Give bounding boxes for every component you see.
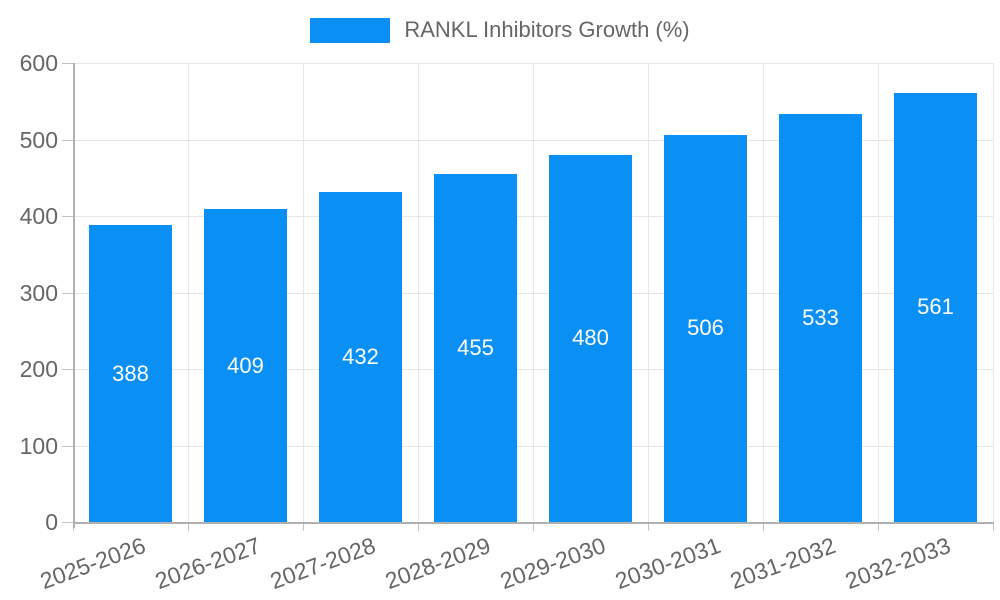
- x-axis-tick-label: 2032-2033: [841, 532, 954, 595]
- x-axis-tick-label: 2031-2032: [726, 532, 839, 595]
- x-gridline: [763, 63, 764, 522]
- y-axis-tick-label: 300: [19, 279, 58, 306]
- y-tick-mark: [62, 139, 73, 141]
- bar-2030-2031[interactable]: 506: [664, 134, 747, 522]
- bar-value-label: 409: [227, 352, 264, 378]
- x-tick-mark: [533, 522, 534, 531]
- y-tick-mark: [62, 63, 73, 64]
- bar-2025-2026[interactable]: 388: [89, 225, 172, 522]
- chart-legend[interactable]: RANKL Inhibitors Growth (%): [0, 17, 1000, 43]
- x-axis-tick-label: 2025-2026: [36, 532, 149, 595]
- y-axis-tick-label: 100: [19, 432, 58, 459]
- bar-2027-2028[interactable]: 432: [319, 191, 402, 522]
- x-axis-tick-label: 2029-2030: [496, 532, 609, 595]
- y-tick-mark: [62, 445, 73, 447]
- x-tick-mark: [763, 522, 764, 531]
- y-axis-tick-label: 400: [19, 203, 58, 229]
- bar-2031-2032[interactable]: 533: [779, 114, 862, 522]
- x-gridline: [188, 63, 189, 522]
- x-gridline: [533, 63, 534, 522]
- y-tick-mark: [62, 522, 73, 523]
- x-tick-mark: [993, 522, 994, 531]
- y-tick-mark: [62, 369, 73, 370]
- bar-value-label: 432: [342, 343, 379, 369]
- y-axis-tick-label: 0: [45, 509, 58, 535]
- y-tick-mark: [62, 292, 73, 294]
- bar-2032-2033[interactable]: 561: [894, 92, 977, 522]
- y-axis-tick-label: 200: [19, 356, 58, 382]
- x-axis-tick-label: 2027-2028: [266, 532, 379, 595]
- bar-2029-2030[interactable]: 480: [549, 154, 632, 522]
- x-axis-tick-label: 2028-2029: [381, 532, 494, 595]
- x-tick-mark: [303, 522, 304, 531]
- bar-value-label: 506: [687, 315, 724, 341]
- x-tick-mark: [878, 522, 879, 531]
- y-axis-tick-label: 500: [19, 126, 58, 153]
- bar-value-label: 533: [802, 305, 839, 331]
- x-gridline: [418, 63, 419, 522]
- x-axis-line: [73, 522, 993, 524]
- x-gridline: [303, 63, 304, 522]
- bar-value-label: 455: [457, 334, 494, 360]
- y-axis-line: [73, 63, 75, 528]
- x-gridline: [993, 63, 994, 522]
- x-gridline: [648, 63, 649, 522]
- bar-value-label: 388: [112, 360, 149, 386]
- bar-2028-2029[interactable]: 455: [434, 173, 517, 522]
- x-tick-mark: [648, 522, 649, 531]
- x-tick-mark: [188, 522, 189, 531]
- x-tick-mark: [418, 522, 419, 531]
- y-tick-mark: [62, 216, 73, 217]
- x-axis-tick-label: 2026-2027: [151, 532, 264, 595]
- legend-label: RANKL Inhibitors Growth (%): [404, 17, 690, 42]
- legend-swatch: [310, 17, 391, 43]
- bar-2026-2027[interactable]: 409: [204, 209, 287, 522]
- y-axis-tick-label: 600: [19, 50, 58, 76]
- x-gridline: [878, 63, 879, 522]
- x-axis-tick-label: 2030-2031: [611, 532, 724, 595]
- bar-value-label: 480: [572, 325, 609, 351]
- bar-value-label: 561: [917, 294, 954, 320]
